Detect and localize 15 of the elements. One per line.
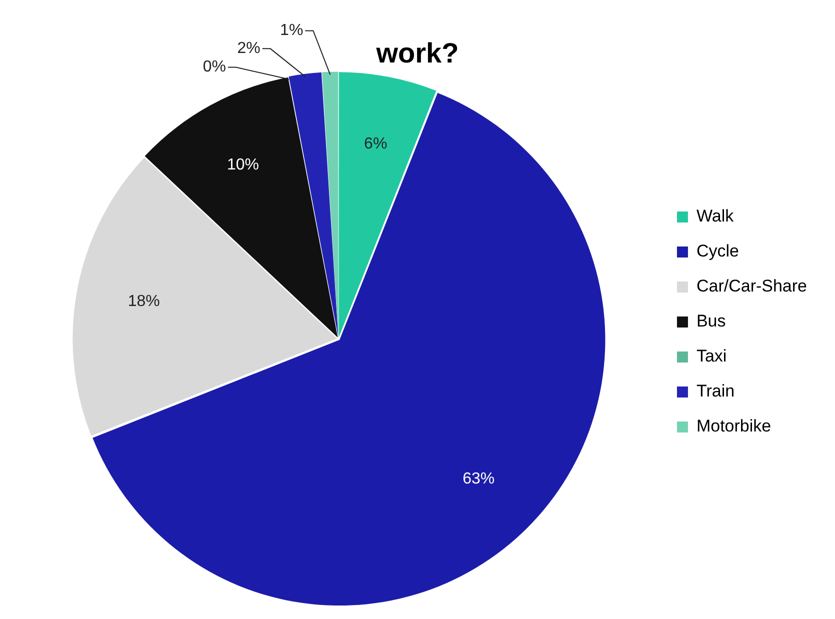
legend-label: Cycle (696, 242, 739, 261)
data-label: 18% (128, 293, 160, 310)
data-label: 1% (280, 22, 304, 40)
data-label: 6% (364, 136, 388, 153)
data-label: 63% (462, 470, 495, 488)
legend-label: Motorbike (696, 416, 772, 436)
data-label: 10% (227, 156, 260, 174)
text: work? (375, 38, 459, 69)
legend-label: Car/Car-Share (696, 276, 808, 296)
text: 0% (202, 58, 226, 76)
legend-label: Train (696, 382, 735, 401)
data-label: 2% (237, 40, 260, 58)
legend-label: Bus (696, 312, 726, 331)
legend-label: Walk (696, 206, 734, 226)
legend-label: Taxi (696, 346, 727, 366)
